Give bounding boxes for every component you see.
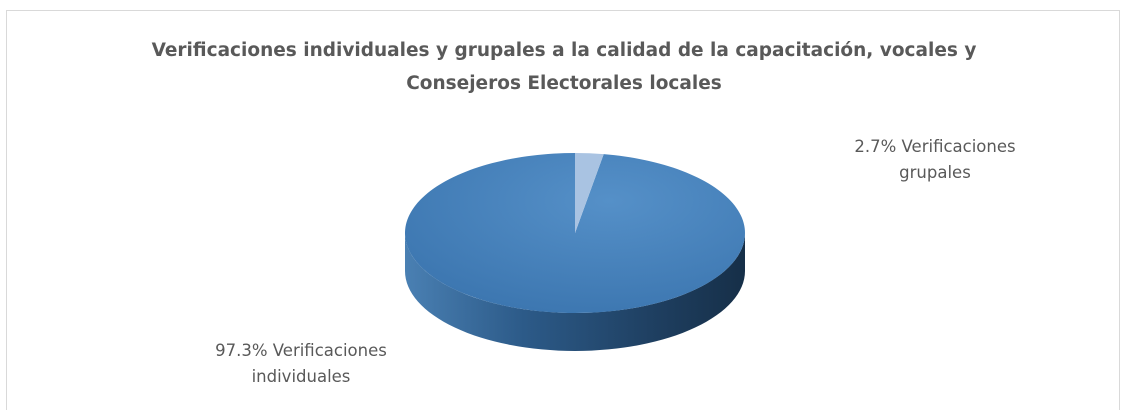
chart-title-line-1: Verificaciones individuales y grupales a… <box>151 40 977 61</box>
slice-label-grupales: 2.7% Verificaciones grupales <box>830 134 1040 186</box>
chart-title: Verificaciones individuales y grupales a… <box>0 34 1128 100</box>
slice-label-individuales-line-2: individuales <box>251 367 351 386</box>
slice-label-individuales: 97.3% Verificaciones individuales <box>186 338 416 390</box>
slice-label-grupales-line-2: grupales <box>899 163 971 182</box>
slice-label-individuales-line-1: 97.3% Verificaciones <box>215 341 387 360</box>
pie-side <box>405 233 745 351</box>
chart-title-line-2: Consejeros Electorales locales <box>406 73 722 94</box>
slice-label-grupales-line-1: 2.7% Verificaciones <box>854 137 1016 156</box>
pie-slice-grupales <box>575 153 604 233</box>
pie-slice-individuales <box>404 153 745 313</box>
pie-chart <box>404 153 745 351</box>
